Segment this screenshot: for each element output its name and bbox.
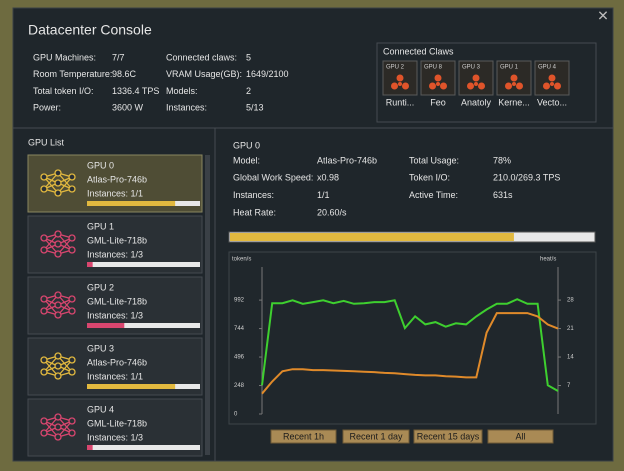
- field-label: Heat Rate:: [233, 207, 276, 217]
- claw-tag: GPU 8: [424, 65, 443, 71]
- gpu-model: GML-Lite-718b: [87, 418, 147, 428]
- stat-value: 7/7: [112, 52, 125, 62]
- usage-track: [87, 323, 200, 328]
- field-label: Total Usage:: [409, 155, 459, 165]
- gpu-instances: Instances: 1/3: [87, 310, 143, 320]
- claw-tag: GPU 2: [386, 65, 405, 71]
- field-value: 20.60/s: [317, 207, 347, 217]
- claws-box: [376, 42, 597, 123]
- claw-name: Runti...: [386, 97, 415, 107]
- stat-value: 98.6C: [112, 69, 137, 79]
- gpu-model: GML-Lite-718b: [87, 296, 147, 306]
- gpu-instances: Instances: 1/3: [87, 249, 143, 259]
- details-title: GPU 0: [233, 140, 260, 150]
- stat-label: GPU Machines:: [33, 52, 96, 62]
- scrollbar[interactable]: [205, 155, 210, 455]
- title: Datacenter Console: [28, 22, 152, 38]
- field-value: 631s: [493, 190, 513, 200]
- chart-box: [228, 251, 597, 425]
- time-button[interactable]: [342, 429, 410, 444]
- stat-label: VRAM Usage(GB):: [166, 69, 242, 79]
- claw-tag: GPU 3: [462, 65, 481, 71]
- field-label: Global Work Speed:: [233, 173, 313, 183]
- gpu-model: Atlas-Pro-746b: [87, 357, 147, 367]
- time-button[interactable]: [270, 429, 337, 444]
- usage-bar: [87, 445, 93, 450]
- stat-label: Room Temperature:: [33, 69, 112, 79]
- y2-tick-label: 14: [567, 355, 574, 361]
- usage-track: [87, 445, 200, 450]
- gpu-name: GPU 2: [87, 282, 114, 292]
- y2-axis-label: heat/s: [540, 257, 556, 263]
- field-value: x0.98: [317, 173, 339, 183]
- gpu-list-title: GPU List: [28, 137, 65, 147]
- claw-tag: GPU 1: [500, 65, 519, 71]
- y-tick-label: 496: [234, 355, 245, 361]
- field-label: Instances:: [233, 190, 274, 200]
- field-value: 1/1: [317, 190, 330, 200]
- gpu-name: GPU 1: [87, 221, 114, 231]
- y2-tick-label: 28: [567, 298, 574, 304]
- time-button-label[interactable]: Recent 1h: [283, 431, 324, 441]
- series-line: [261, 298, 559, 392]
- time-button-label[interactable]: Recent 15 days: [417, 431, 480, 441]
- gpu-instances: Instances: 1/1: [87, 371, 143, 381]
- gpu-instances: Instances: 1/1: [87, 188, 143, 198]
- y-tick-label: 0: [234, 412, 238, 418]
- usage-bar: [87, 201, 176, 206]
- usage-bar: [87, 262, 93, 267]
- stat-label: Models:: [166, 86, 198, 96]
- field-value: 210.0/269.3 TPS: [493, 173, 560, 183]
- time-button[interactable]: [487, 429, 554, 444]
- field-label: Token I/O:: [409, 173, 450, 183]
- stat-value: 2: [246, 86, 251, 96]
- stat-label: Power:: [33, 102, 61, 112]
- time-button-label[interactable]: All: [515, 431, 525, 441]
- claw-name: Feo: [430, 97, 446, 107]
- stat-label: Total token I/O:: [33, 86, 94, 96]
- y-tick-label: 744: [234, 326, 245, 332]
- usage-track: [87, 262, 200, 267]
- claw-name: Kerne...: [498, 97, 530, 107]
- gpu-model: GML-Lite-718b: [87, 235, 147, 245]
- claw-name: Vecto...: [537, 97, 567, 107]
- stat-label: Instances:: [166, 102, 207, 112]
- y-tick-label: 992: [234, 298, 245, 304]
- usage-bar: [87, 384, 176, 389]
- y2-tick-label: 21: [567, 326, 574, 332]
- field-value: Atlas-Pro-746b: [317, 155, 377, 165]
- claw-tag: GPU 4: [538, 65, 557, 71]
- gpu-model: Atlas-Pro-746b: [87, 174, 147, 184]
- stat-label: Connected claws:: [166, 52, 237, 62]
- stat-value: 3600 W: [112, 102, 144, 112]
- progress-bar: [230, 233, 514, 241]
- gpu-name: GPU 3: [87, 343, 114, 353]
- y-axis-label: token/s: [232, 257, 251, 263]
- field-label: Model:: [233, 155, 260, 165]
- stat-value: 1336.4 TPS: [112, 86, 159, 96]
- series-line: [261, 312, 559, 395]
- claw-name: Anatoly: [461, 97, 492, 107]
- time-button[interactable]: [413, 429, 483, 444]
- gpu-name: GPU 4: [87, 404, 114, 414]
- field-value: 78%: [493, 155, 511, 165]
- stat-value: 1649/2100: [246, 69, 289, 79]
- claws-title: Connected Claws: [383, 46, 454, 56]
- usage-bar: [87, 323, 125, 328]
- time-button-label[interactable]: Recent 1 day: [349, 431, 403, 441]
- stat-value: 5/13: [246, 102, 264, 112]
- gpu-name: GPU 0: [87, 160, 114, 170]
- y-tick-label: 248: [234, 383, 245, 389]
- close-button[interactable]: ✕: [597, 8, 609, 24]
- stat-value: 5: [246, 52, 251, 62]
- y2-tick-label: 7: [567, 383, 571, 389]
- field-label: Active Time:: [409, 190, 458, 200]
- gpu-instances: Instances: 1/3: [87, 432, 143, 442]
